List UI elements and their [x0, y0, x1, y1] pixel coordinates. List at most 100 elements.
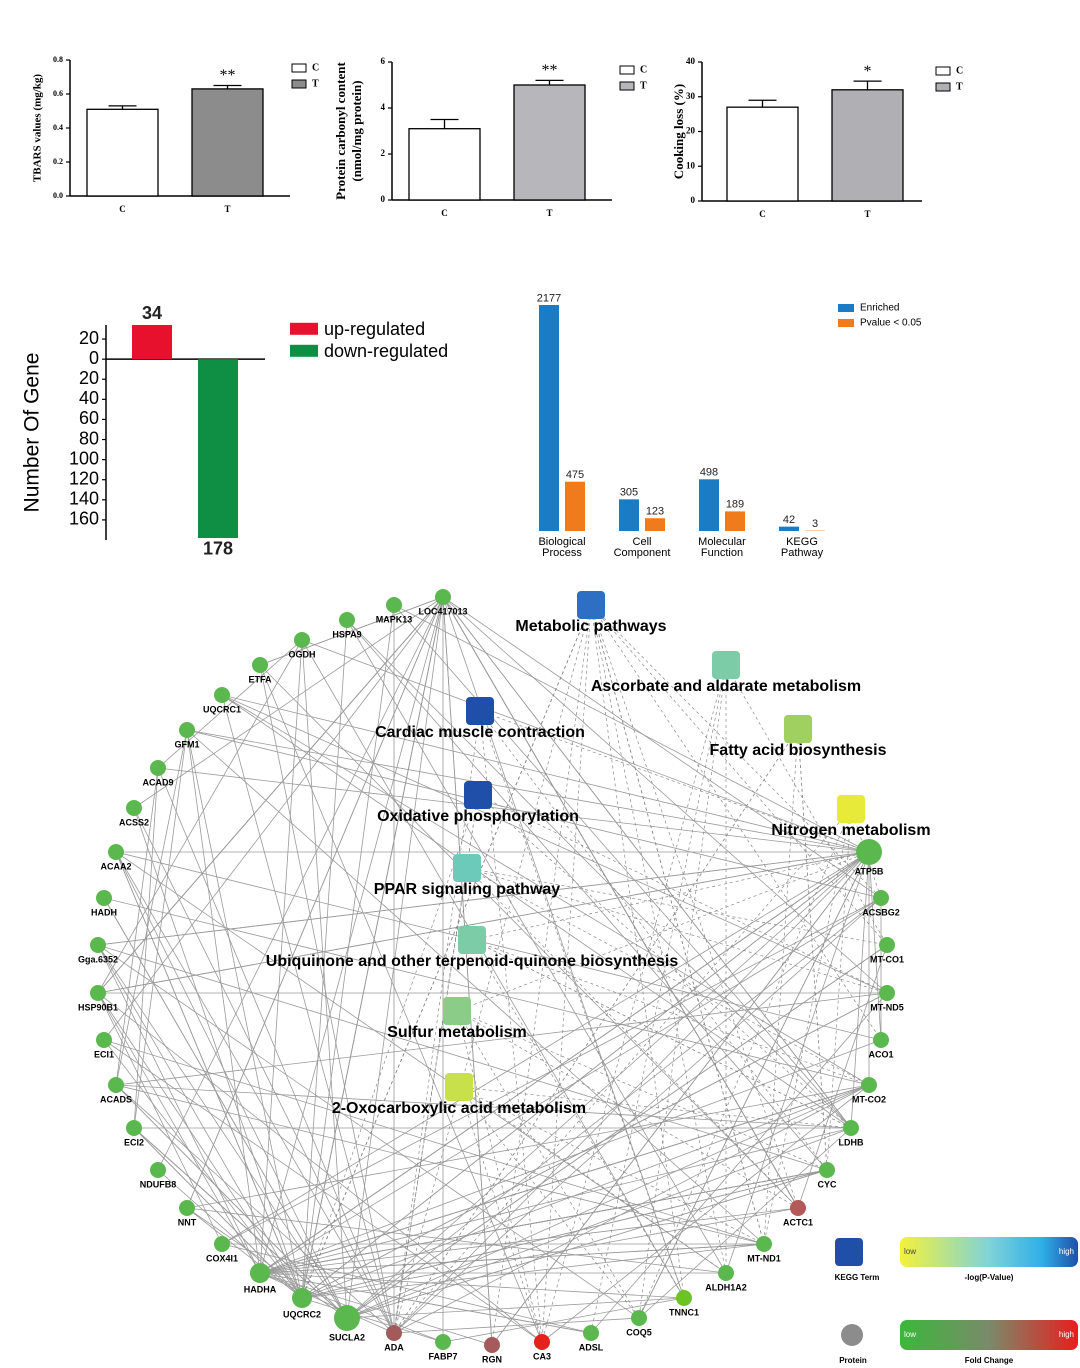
edge [393, 728, 799, 1334]
protein-node [179, 722, 195, 738]
protein-node [484, 1337, 500, 1353]
error-bar [213, 84, 242, 89]
kegg-term-label: 2-Oxocarboxylic acid metabolism [332, 1100, 586, 1117]
bar [779, 526, 799, 531]
edge [301, 1084, 870, 1299]
network-edges [97, 596, 888, 1346]
kegg-term-node [443, 997, 471, 1025]
y-axis-label: (nmol/mg protein) [349, 80, 364, 181]
network-nodes: LOC417013 MAPK13 HSPA9 OGDH ETFA UQCRC1 GFM1 AC… [78, 589, 931, 1364]
edge [456, 1010, 828, 1171]
protein-label: UQCRC1 [203, 704, 241, 714]
protein-label: ALDH1A2 [705, 1282, 747, 1292]
edge [471, 939, 852, 1129]
protein-label: FABP7 [428, 1351, 457, 1361]
legend-label: T [640, 80, 647, 91]
protein-node [435, 1334, 451, 1350]
protein-label: MT-ND1 [747, 1253, 781, 1263]
protein-label: HADHA [244, 1284, 277, 1294]
legend-label: T [956, 81, 963, 92]
protein-node [435, 589, 451, 605]
legend-swatch [841, 1324, 863, 1346]
y-tick-label: 20 [79, 328, 99, 348]
kegg-term-label: PPAR signaling pathway [374, 881, 561, 898]
legend-gradient [900, 1237, 1078, 1267]
y-tick-label: 0 [89, 348, 99, 368]
edge [638, 851, 870, 1319]
edge [157, 767, 870, 853]
bar [539, 305, 559, 531]
protein-node [96, 890, 112, 906]
value-label: 498 [700, 467, 718, 479]
edge [186, 729, 870, 853]
edge [115, 767, 159, 1086]
kegg-term-node [464, 781, 492, 809]
protein-node [214, 1236, 230, 1252]
edge [103, 897, 870, 1086]
protein-label: Gga.6352 [78, 954, 118, 964]
legend-label: Pvalue < 0.05 [860, 318, 922, 329]
protein-node [96, 1032, 112, 1048]
x-tick-label: KEGG Pathway [781, 536, 824, 559]
edge [442, 596, 888, 994]
network-legend: KEGG Term low high -log(P-Value) Protein… [835, 1237, 1078, 1365]
y-tick-label: 0.4 [53, 123, 63, 132]
x-tick-label: T [224, 204, 230, 214]
edge [221, 694, 395, 1334]
protein-label: LOC417013 [418, 606, 467, 616]
edge [301, 596, 444, 1299]
y-tick-label: 20 [79, 368, 99, 388]
protein-node [90, 937, 106, 953]
legend-label: T [312, 78, 319, 89]
protein-node [108, 844, 124, 860]
value-label: 305 [620, 487, 638, 499]
edge [442, 596, 882, 899]
protein-node [252, 657, 268, 673]
protein-label: NNT [178, 1217, 197, 1227]
protein-label: HSP90B1 [78, 1002, 118, 1012]
protein-label: ACSBG2 [862, 907, 900, 917]
protein-label: UQCRC2 [283, 1309, 321, 1319]
protein-label: CYC [817, 1179, 837, 1189]
edge [97, 944, 348, 1319]
error-bar [748, 99, 777, 108]
chart: Biological Process 2177 475 Cell Component 305… [537, 292, 922, 559]
protein-node [856, 839, 882, 865]
bar [191, 88, 264, 197]
y-tick-label: 20 [686, 126, 696, 136]
edge [826, 808, 852, 1171]
protein-label: NDUFB8 [140, 1179, 177, 1189]
protein-label: MAPK13 [376, 614, 413, 624]
edge [259, 664, 543, 1343]
protein-node [339, 612, 355, 628]
legend-label: C [640, 64, 647, 75]
annotation: * [864, 63, 872, 80]
value-label: 42 [783, 514, 795, 526]
legend-swatch [935, 66, 951, 76]
edge [157, 639, 303, 769]
protein-node [718, 1265, 734, 1281]
edge [259, 1272, 493, 1346]
y-axis-label: Cooking loss (%) [671, 84, 686, 179]
edge [301, 639, 685, 1299]
y-tick-label: 160 [69, 509, 99, 529]
edge [97, 992, 223, 1245]
edge [466, 867, 799, 1209]
y-tick-label: 80 [79, 428, 99, 448]
protein-label: HADH [91, 907, 117, 917]
protein-node [873, 1032, 889, 1048]
edge [491, 604, 592, 1346]
y-tick-label: 120 [69, 468, 99, 488]
edge [725, 851, 870, 1274]
annotation: ** [220, 67, 236, 84]
kegg-term-label: Nitrogen metabolism [771, 822, 930, 839]
y-axis-label: Protein carbonyl content [333, 61, 348, 199]
edge [97, 851, 870, 946]
edge [442, 596, 493, 1346]
protein-label: ADSL [579, 1342, 604, 1352]
value-label: 475 [566, 469, 584, 481]
protein-label: ACO1 [868, 1049, 893, 1059]
edge [393, 604, 852, 1129]
